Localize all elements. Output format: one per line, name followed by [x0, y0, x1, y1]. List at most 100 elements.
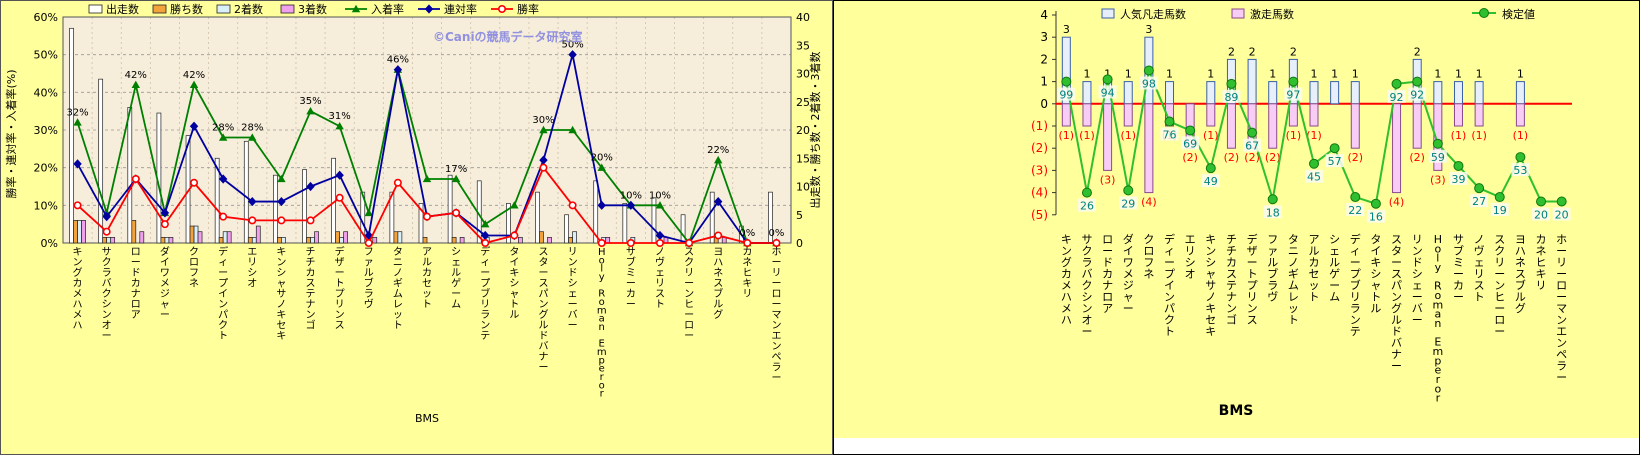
svg-text:19: 19 [1493, 204, 1507, 217]
svg-text:53: 53 [1513, 164, 1527, 177]
svg-text:ヨハネスブルグ: ヨハネスブルグ [713, 247, 723, 321]
svg-text:1: 1 [1455, 68, 1462, 81]
svg-text:50%: 50% [34, 49, 58, 62]
svg-text:1: 1 [1352, 68, 1359, 81]
svg-text:1: 1 [1166, 68, 1173, 81]
svg-text:(5): (5) [1031, 208, 1048, 222]
svg-text:勝率: 勝率 [517, 2, 539, 16]
svg-text:クロフネ: クロフネ [189, 246, 199, 290]
svg-text:3: 3 [1040, 30, 1048, 44]
svg-text:(4): (4) [1031, 186, 1048, 200]
svg-text:ダイワメジャー: ダイワメジャー [160, 245, 170, 321]
svg-text:1: 1 [1434, 68, 1441, 81]
svg-text:17%: 17% [445, 164, 467, 175]
svg-text:67: 67 [1245, 140, 1259, 153]
svg-text:カネヒキリ: カネヒキリ [1536, 233, 1547, 292]
line-kentei: 99 26 94 29 98 76 69 49 89 67 18 97 45 57 22 16 92 92 59 39… [1057, 65, 1571, 224]
svg-text:50%: 50% [561, 40, 583, 51]
svg-text:20: 20 [796, 124, 810, 137]
svg-text:49: 49 [1204, 175, 1218, 188]
x-axis-title: BMS [1219, 403, 1254, 419]
svg-text:出走数: 出走数 [106, 2, 139, 16]
svg-text:サブミーカー: サブミーカー [626, 246, 636, 311]
bars-gekiso: (1) (1) (3) (1) (4) (1) (2) (1) (2) (2) (2) (1) (1) (… [1059, 103, 1528, 209]
svg-text:スクリーンヒーロー: スクリーンヒーロー [684, 247, 694, 342]
svg-text:(2): (2) [1409, 151, 1425, 164]
svg-text:5: 5 [796, 209, 803, 222]
y-axis-title-right: 出走数・勝ち数・2着数・3着数 [808, 52, 822, 209]
svg-text:タニノギムレット: タニノギムレット [393, 246, 403, 332]
svg-text:人気凡走馬数: 人気凡走馬数 [1120, 7, 1186, 21]
svg-text:10%: 10% [34, 199, 58, 212]
svg-text:スクリーンヒーロー: スクリーンヒーロー [1494, 233, 1505, 338]
x-axis-title: BMS [415, 412, 439, 425]
svg-text:1: 1 [1083, 68, 1090, 81]
left-chart: 0% 10% 20% 30% 40% 50% 60% 0 5 10 15 20 25 30 35 40 32% 4… [4, 2, 822, 425]
right-chart-panel: 4 3 2 1 0 (1) (2) (3) (4) (5) 3 1 1 1 3 1 1 2 2 1 2 1 1 1 2 1 1 1 1(… [833, 0, 1640, 455]
svg-text:(3): (3) [1031, 163, 1048, 177]
svg-text:2: 2 [1228, 45, 1235, 58]
x-axis-labels: キングカメハメハサクラバクシンオーロードカナロアダイワメジャークロフネディープイ… [1061, 232, 1567, 405]
svg-text:リンドシェーバー: リンドシェーバー [1412, 233, 1423, 327]
svg-text:4: 4 [1040, 8, 1048, 22]
svg-text:ディープブリランテ: ディープブリランテ [480, 245, 490, 342]
legend: 出走数 勝ち数 2着数 3着数 入着率 連対率 勝率 [88, 2, 539, 16]
svg-text:アルカセット: アルカセット [1309, 233, 1320, 304]
svg-text:27: 27 [1472, 195, 1486, 208]
svg-text:(2): (2) [1347, 151, 1363, 164]
svg-text:16: 16 [1369, 211, 1383, 224]
svg-text:リンドシェーバー: リンドシェーバー [568, 247, 578, 332]
svg-text:(2): (2) [1031, 141, 1048, 155]
svg-text:30%: 30% [532, 115, 554, 126]
svg-text:シェルゲーム: シェルゲーム [451, 247, 461, 311]
svg-text:10%: 10% [620, 190, 642, 201]
svg-text:18: 18 [1266, 206, 1280, 219]
svg-text:1: 1 [1207, 68, 1214, 81]
svg-text:アルカセット: アルカセット [422, 247, 432, 311]
svg-text:入着率: 入着率 [371, 2, 404, 16]
svg-text:1: 1 [1104, 68, 1111, 81]
svg-text:ダイワメジャー: ダイワメジャー [1123, 232, 1134, 315]
line-place-rate [73, 65, 781, 247]
svg-text:31%: 31% [329, 111, 351, 122]
svg-text:0%: 0% [739, 228, 755, 239]
svg-text:28%: 28% [241, 123, 263, 134]
svg-text:99: 99 [1059, 89, 1073, 102]
svg-text:ホーリーローマンエンペラー: ホーリーローマンエンペラー [771, 246, 781, 384]
svg-text:28%: 28% [212, 123, 234, 134]
svg-text:42%: 42% [183, 70, 205, 81]
svg-text:46%: 46% [387, 55, 409, 66]
svg-text:検定値: 検定値 [1502, 7, 1535, 21]
svg-text:69: 69 [1183, 137, 1197, 150]
svg-text:連対率: 連対率 [444, 2, 477, 16]
svg-text:0: 0 [1040, 97, 1048, 111]
svg-text:(1): (1) [1079, 129, 1095, 142]
svg-text:ヨハネスブルグ: ヨハネスブルグ [1515, 233, 1526, 315]
svg-text:ロードカナロア: ロードカナロア [131, 247, 141, 321]
svg-text:59: 59 [1431, 151, 1445, 164]
svg-text:デザートプリンス: デザートプリンス [335, 245, 345, 332]
svg-text:(2): (2) [1244, 151, 1260, 164]
svg-text:1: 1 [1476, 68, 1483, 81]
svg-text:26: 26 [1080, 200, 1094, 213]
svg-text:ファルブラヴ: ファルブラヴ [1267, 233, 1278, 304]
y-axis-right: 0 5 10 15 20 25 30 35 40 [796, 11, 810, 250]
svg-text:キングカメハメハ: キングカメハメハ [1061, 233, 1072, 327]
svg-text:15: 15 [796, 152, 810, 165]
svg-text:(1): (1) [1306, 129, 1322, 142]
y-axis-ticks: 4 3 2 1 0 (1) (2) (3) (4) (5) [1031, 8, 1056, 222]
svg-text:ホーリーローマンエンペラー: ホーリーローマンエンペラー [1556, 233, 1567, 384]
svg-text:(1): (1) [1059, 129, 1075, 142]
svg-text:0%: 0% [769, 228, 785, 239]
svg-text:10: 10 [796, 181, 810, 194]
svg-text:ノヴェリスト: ノヴェリスト [655, 247, 665, 311]
legend: 人気凡走馬数 激走馬数 検定値 [1101, 7, 1535, 21]
svg-text:2着数: 2着数 [234, 2, 263, 16]
svg-text:キングカメハメハ: キングカメハメハ [73, 247, 83, 332]
svg-text:57: 57 [1328, 155, 1342, 168]
svg-text:タニノギムレット: タニノギムレット [1288, 233, 1299, 327]
svg-text:激走馬数: 激走馬数 [1250, 7, 1294, 21]
